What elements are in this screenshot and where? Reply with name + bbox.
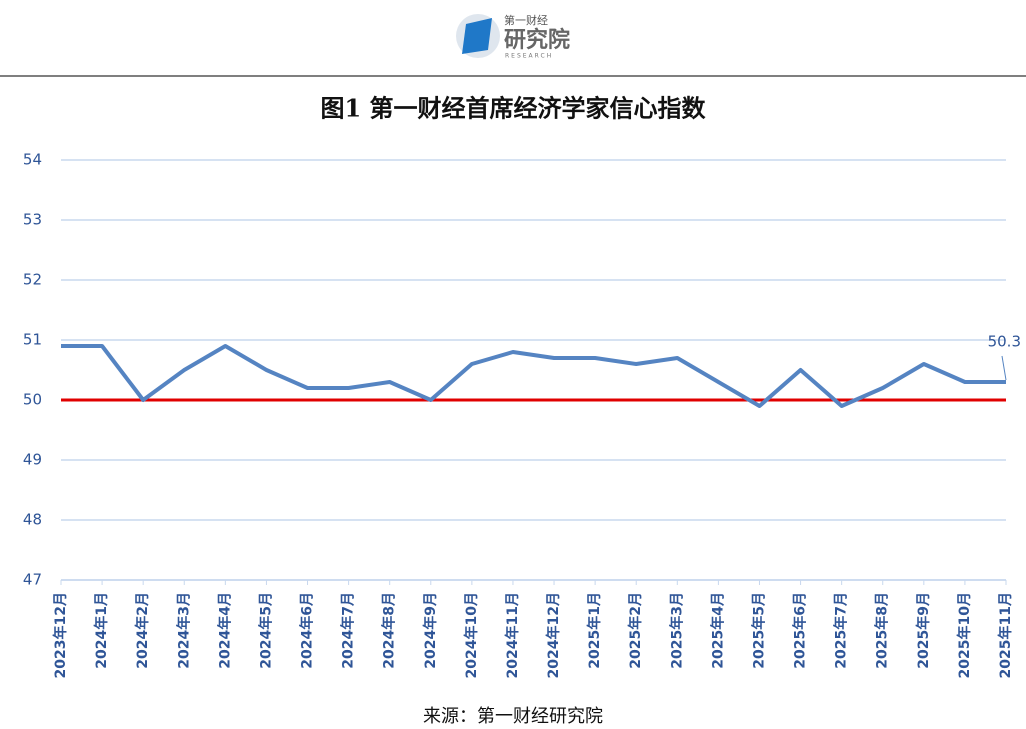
x-tick-label: 2025年11月 xyxy=(997,592,1014,678)
x-tick-label: 2025年2月 xyxy=(627,592,644,669)
y-tick-label: 52 xyxy=(23,271,42,289)
x-tick-label: 2024年3月 xyxy=(175,592,192,669)
x-tick-label: 2025年7月 xyxy=(833,592,850,669)
data-line xyxy=(61,344,1006,408)
value-label: 50.3 xyxy=(988,333,1021,351)
x-tick-label: 2024年7月 xyxy=(340,592,357,669)
y-tick-label: 47 xyxy=(23,571,42,589)
logo-top: 第一财经 xyxy=(504,13,548,27)
x-tick-label: 2024年1月 xyxy=(93,592,110,669)
y-tick-label: 54 xyxy=(23,151,42,169)
x-tick-label: 2024年12月 xyxy=(545,592,562,678)
chart-title: 图1 第一财经首席经济学家信心指数 xyxy=(320,94,706,123)
logo-main: 研究院 xyxy=(504,27,570,53)
y-tick-label: 53 xyxy=(23,211,42,229)
logo: 第一财经 研究院 RESEARCH xyxy=(456,13,570,60)
x-tick-label: 2025年1月 xyxy=(586,592,603,669)
x-tick-label: 2024年2月 xyxy=(134,592,151,669)
x-tick-label: 2023年12月 xyxy=(52,592,69,678)
x-tick-label: 2024年11月 xyxy=(504,592,521,678)
x-tick-label: 2024年5月 xyxy=(257,592,274,669)
x-tick-label: 2025年9月 xyxy=(915,592,932,669)
x-tick-label: 2024年6月 xyxy=(299,592,316,669)
x-tick-label: 2025年6月 xyxy=(792,592,809,669)
y-tick-label: 51 xyxy=(23,331,42,349)
x-tick-label: 2025年4月 xyxy=(709,592,726,669)
source: 来源：第一财经研究院 xyxy=(423,706,603,727)
y-tick-label: 50 xyxy=(23,391,42,409)
logo-sub: RESEARCH xyxy=(505,53,553,60)
x-tick-label: 2024年8月 xyxy=(381,592,398,669)
x-tick-label: 2025年10月 xyxy=(956,592,973,678)
y-tick-label: 49 xyxy=(23,451,42,469)
logo-icon xyxy=(462,18,492,54)
x-tick-label: 2024年10月 xyxy=(463,592,480,678)
y-tick-label: 48 xyxy=(23,511,42,529)
x-tick-label: 2024年4月 xyxy=(216,592,233,669)
x-tick-label: 2024年9月 xyxy=(422,592,439,669)
x-tick-label: 2025年5月 xyxy=(750,592,767,669)
x-tick-label: 2025年3月 xyxy=(668,592,685,669)
label-leader xyxy=(1001,355,1007,381)
x-tick-label: 2025年8月 xyxy=(874,592,891,669)
